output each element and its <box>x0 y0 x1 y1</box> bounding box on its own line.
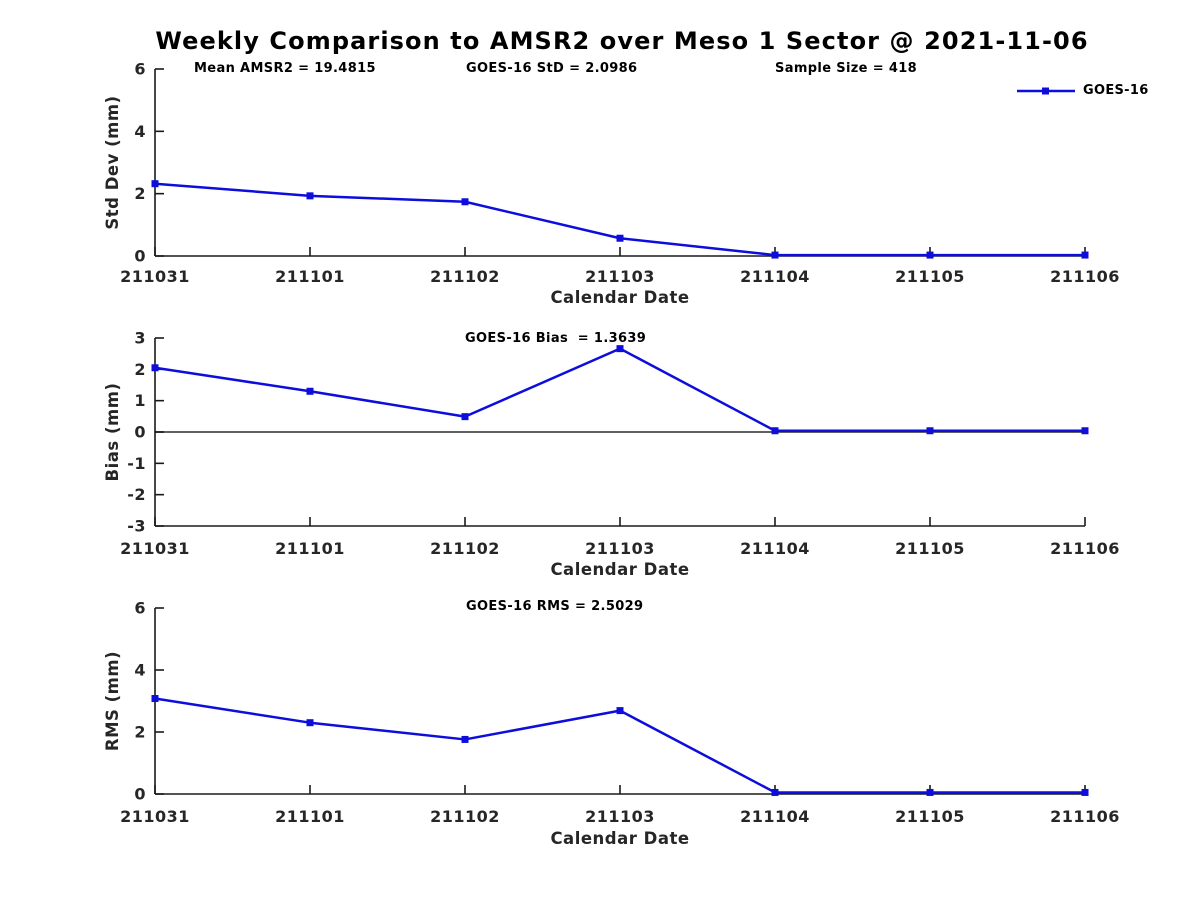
data-point-marker <box>306 719 314 727</box>
x-tick-label: 211103 <box>585 807 655 826</box>
x-tick-label: 211105 <box>895 267 965 286</box>
data-point-marker <box>771 251 779 259</box>
data-point-marker <box>616 345 624 353</box>
annotation-mean-amsr2: Mean AMSR2 = 19.4815 <box>194 61 376 76</box>
x-tick-label: 211106 <box>1050 267 1120 286</box>
data-point-marker <box>306 192 314 200</box>
bias-subplot: -3 -2 -1 0 1 2 3 211031 211101 211102 211103 211104… <box>103 329 1120 580</box>
y-tick-label: 6 <box>134 599 146 618</box>
x-tick-label: 211105 <box>895 807 965 826</box>
y-tick-label: 0 <box>134 423 146 442</box>
data-point-marker <box>771 788 779 796</box>
x-tick-label: 211106 <box>1050 539 1120 558</box>
y-tick-label: 0 <box>134 247 146 266</box>
annotation-goes16-bias: GOES-16 Bias = 1.3639 <box>465 331 647 346</box>
legend-label: GOES-16 <box>1083 83 1149 98</box>
data-point-marker <box>616 707 624 715</box>
y-tick-label: -1 <box>127 454 146 473</box>
y-tick-label: 1 <box>134 391 146 410</box>
data-point-marker <box>461 413 469 421</box>
x-tick-label: 211101 <box>275 267 345 286</box>
y-tick-label: 2 <box>134 360 146 379</box>
y-axis-label: RMS (mm) <box>103 651 122 751</box>
data-point-marker <box>1081 251 1089 259</box>
data-point-marker <box>926 427 934 435</box>
x-tick-label: 211104 <box>740 267 810 286</box>
x-tick-label: 211102 <box>430 807 500 826</box>
legend: GOES-16 <box>1015 83 1149 98</box>
y-tick-label: 2 <box>134 184 146 203</box>
y-tick-label: 0 <box>134 785 146 804</box>
x-tick-label: 211103 <box>585 267 655 286</box>
y-tick-label: 2 <box>134 723 146 742</box>
x-tick-label: 211104 <box>740 807 810 826</box>
data-point-marker <box>771 427 779 435</box>
rms-subplot: 0 2 4 6 211031 211101 211102 211103 211104 211105… <box>103 599 1120 849</box>
data-point-marker <box>461 735 469 743</box>
data-line <box>154 182 1085 257</box>
data-line <box>154 347 1085 432</box>
annotation-goes16-std: GOES-16 StD = 2.0986 <box>466 61 638 76</box>
y-axis-label: Std Dev (mm) <box>103 95 122 229</box>
x-tick-label: 211101 <box>275 539 345 558</box>
y-tick-label: 4 <box>134 122 146 141</box>
figure-title: Weekly Comparison to AMSR2 over Meso 1 S… <box>155 27 1089 55</box>
y-tick-label: 6 <box>134 60 146 79</box>
x-tick-label: 211103 <box>585 539 655 558</box>
x-tick-label: 211031 <box>120 267 190 286</box>
data-point-marker <box>616 234 624 242</box>
legend-line-marker-icon <box>1017 87 1075 94</box>
x-axis-label: Calendar Date <box>550 829 689 848</box>
y-tick-label: 3 <box>134 329 146 348</box>
x-tick-label: 211104 <box>740 539 810 558</box>
data-point-marker <box>151 695 159 703</box>
std-dev-subplot: 0 2 4 6 211031 211101 211102 211103 211104 211105… <box>103 60 1120 308</box>
x-tick-label: 211031 <box>120 807 190 826</box>
annotation-goes16-rms: GOES-16 RMS = 2.5029 <box>466 599 644 614</box>
x-tick-label: 211031 <box>120 539 190 558</box>
y-tick-label: -2 <box>127 485 146 504</box>
x-tick-label: 211105 <box>895 539 965 558</box>
x-tick-label: 211106 <box>1050 807 1120 826</box>
data-point-marker <box>926 251 934 259</box>
data-point-marker <box>926 788 934 796</box>
x-axis-label: Calendar Date <box>550 560 689 579</box>
y-axis-label: Bias (mm) <box>103 383 122 482</box>
x-tick-label: 211102 <box>430 267 500 286</box>
y-tick-label: 4 <box>134 661 146 680</box>
annotation-sample-size: Sample Size = 418 <box>775 61 918 76</box>
data-point-marker <box>1081 788 1089 796</box>
data-point-marker <box>1081 427 1089 435</box>
x-tick-label: 211102 <box>430 539 500 558</box>
data-point-marker <box>306 387 314 395</box>
y-tick-label: -3 <box>127 517 146 536</box>
x-axis-label: Calendar Date <box>550 288 689 307</box>
data-point-marker <box>151 364 159 372</box>
x-tick-label: 211101 <box>275 807 345 826</box>
data-point-marker <box>461 198 469 206</box>
data-point-marker <box>151 180 159 188</box>
